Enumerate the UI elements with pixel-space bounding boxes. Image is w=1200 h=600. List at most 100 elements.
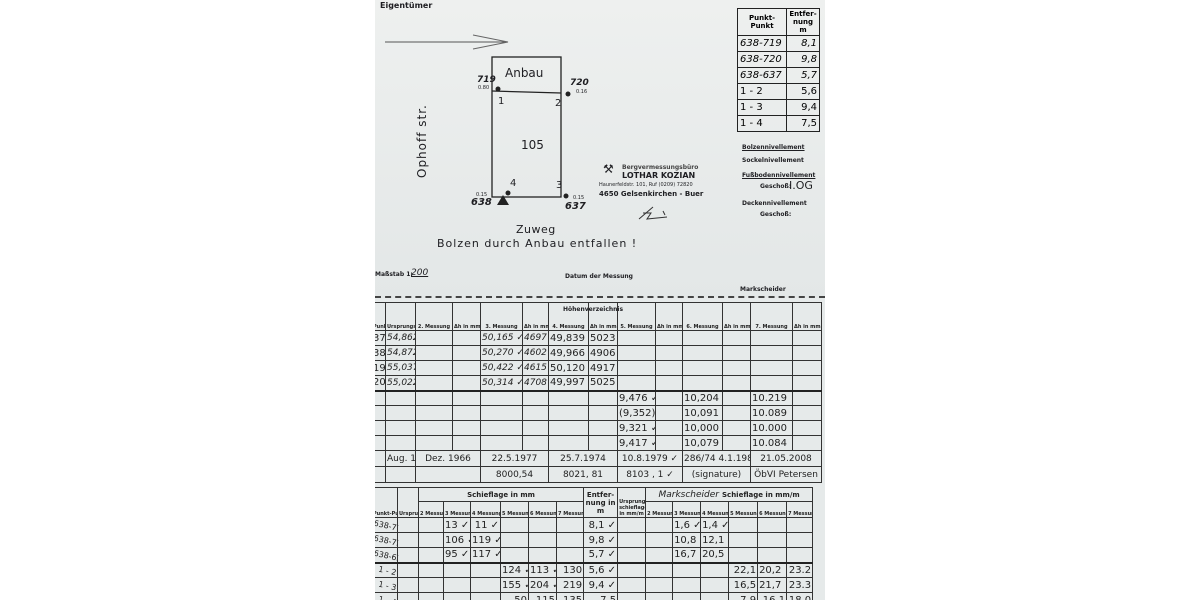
table-cell bbox=[452, 389, 481, 406]
table-row: 9,417 ✓ 10,079 ✓ 10.084 bbox=[375, 435, 822, 451]
table-cell bbox=[588, 420, 618, 436]
table-cell bbox=[792, 345, 822, 361]
table-cell bbox=[588, 435, 618, 451]
table-cell bbox=[452, 375, 481, 391]
north-arrow-icon bbox=[385, 34, 509, 50]
markscheider-label: Markscheider bbox=[740, 286, 786, 293]
geschoss-value: I.OG bbox=[789, 179, 813, 192]
book-row-cell: 8103 , 1 ✓ bbox=[617, 466, 683, 483]
table-cell bbox=[415, 330, 453, 346]
table-cell bbox=[452, 360, 481, 376]
tilt-header-1: Punkt-PunktUrsprungs-schieflage in mmSch… bbox=[375, 487, 814, 518]
table-cell: 106 ✓ bbox=[443, 532, 471, 548]
table-cell bbox=[397, 532, 419, 548]
table-cell bbox=[645, 577, 674, 593]
table-cell: 54,872 ✓ bbox=[385, 345, 416, 361]
point-pair: 1 - 3 bbox=[737, 99, 787, 116]
table-cell: 9,417 ✓ bbox=[617, 435, 656, 451]
table-cell bbox=[528, 517, 557, 533]
table-cell bbox=[397, 577, 419, 593]
table-cell bbox=[700, 561, 730, 578]
table-cell bbox=[418, 592, 444, 600]
table-cell: 55,022 ✓ bbox=[385, 375, 416, 391]
table-cell: 9,321 ✓ bbox=[617, 420, 656, 436]
table-cell: 5025 bbox=[588, 375, 618, 391]
date-row-cell: 10.8.1979 ✓ bbox=[617, 450, 683, 467]
table-cell: 38 bbox=[375, 345, 386, 361]
header-cell: Δh in mm bbox=[588, 302, 618, 331]
date-row: Aug. 1955Dez. 196622.5.197725.7.197410.8… bbox=[375, 450, 822, 467]
date-row-cell: 286/74 4.1.1988 bbox=[682, 450, 751, 467]
distance-row: 1 - 2 5,6 bbox=[737, 83, 820, 100]
table-cell bbox=[682, 360, 723, 376]
table-cell: 9,4 ✓ bbox=[583, 577, 619, 593]
corner-4: 4 bbox=[510, 178, 517, 189]
distance-value: 7,5 bbox=[786, 115, 820, 132]
book-row-cell bbox=[385, 466, 416, 483]
corner-1: 1 bbox=[498, 96, 505, 107]
date-label: Datum der Messung bbox=[565, 273, 633, 280]
table-cell bbox=[418, 561, 444, 578]
table-cell: 124 ✓ bbox=[500, 561, 529, 578]
table-cell bbox=[548, 435, 589, 451]
point-638-height: 0.15 bbox=[476, 192, 488, 198]
table-cell bbox=[792, 360, 822, 376]
table-cell bbox=[418, 547, 444, 563]
table-cell bbox=[750, 375, 793, 391]
decken-label: Deckennivellement bbox=[742, 200, 807, 207]
distance-table: Punkt-Punkt Entfer-nung m 638-719 8,1 638-7… bbox=[737, 8, 820, 132]
table-cell: 95 ✓ bbox=[443, 547, 471, 563]
table-cell bbox=[375, 420, 386, 436]
messung-header: 6 Messung bbox=[757, 501, 788, 518]
book-row-cell: (signature) bbox=[682, 466, 751, 483]
table-cell: 117 ✓ bbox=[470, 547, 501, 563]
group1-header: Schieflage in mm bbox=[417, 487, 585, 502]
table-cell: 10,204 ✓ bbox=[682, 389, 723, 406]
table-cell bbox=[397, 592, 419, 600]
header-cell: Δh in mm bbox=[655, 302, 683, 331]
table-cell: 4708 ✓ bbox=[522, 375, 549, 391]
stamp-line-3: Haunerfeldstr. 101, Ruf (0209) 72820 bbox=[599, 182, 693, 188]
table-cell bbox=[722, 360, 751, 376]
table-cell: 10,000 ✓ bbox=[682, 420, 723, 436]
table-cell bbox=[645, 547, 674, 563]
table-cell bbox=[397, 561, 419, 578]
table-cell bbox=[617, 561, 647, 578]
table-cell bbox=[548, 420, 589, 436]
table-cell bbox=[588, 405, 618, 421]
table-cell: 4602 ✓ bbox=[522, 345, 549, 361]
table-cell: 16,7 ✓ bbox=[672, 547, 702, 563]
table-cell: 49,997 bbox=[548, 375, 589, 391]
table-cell bbox=[385, 435, 416, 451]
table-cell bbox=[728, 532, 759, 548]
table-cell bbox=[443, 592, 471, 600]
table-cell bbox=[480, 420, 523, 436]
book-row-cell bbox=[415, 466, 481, 483]
table-cell bbox=[682, 375, 723, 391]
point-637-height: 0.15 bbox=[573, 195, 585, 201]
table-cell bbox=[786, 532, 814, 548]
distance-row: 638-720 9,8 bbox=[737, 51, 820, 68]
table-cell: 7,9 bbox=[728, 592, 759, 600]
header-cell: 3. Messung bbox=[480, 302, 523, 331]
table-cell: 4917 ✓ bbox=[588, 360, 618, 376]
table-cell bbox=[452, 345, 481, 361]
row-label bbox=[375, 450, 386, 467]
table-cell bbox=[728, 517, 759, 533]
table-cell bbox=[700, 577, 730, 593]
table-cell: 5,6 ✓ bbox=[583, 561, 619, 578]
table-cell: (9,352) ✓ bbox=[617, 405, 656, 421]
table-cell: 16,5 bbox=[728, 577, 759, 593]
table-cell bbox=[792, 405, 822, 421]
date-row-cell: Dez. 1966 bbox=[415, 450, 481, 467]
stamp-line-1: Bergvermessungsbüro bbox=[622, 164, 699, 171]
table-cell: 135 bbox=[555, 592, 585, 600]
table-cell bbox=[655, 345, 683, 361]
geschoss-label: Geschoß: bbox=[760, 183, 792, 190]
messung-header: 7 Messung bbox=[555, 501, 585, 518]
table-cell bbox=[645, 592, 674, 600]
table-cell bbox=[375, 389, 386, 406]
